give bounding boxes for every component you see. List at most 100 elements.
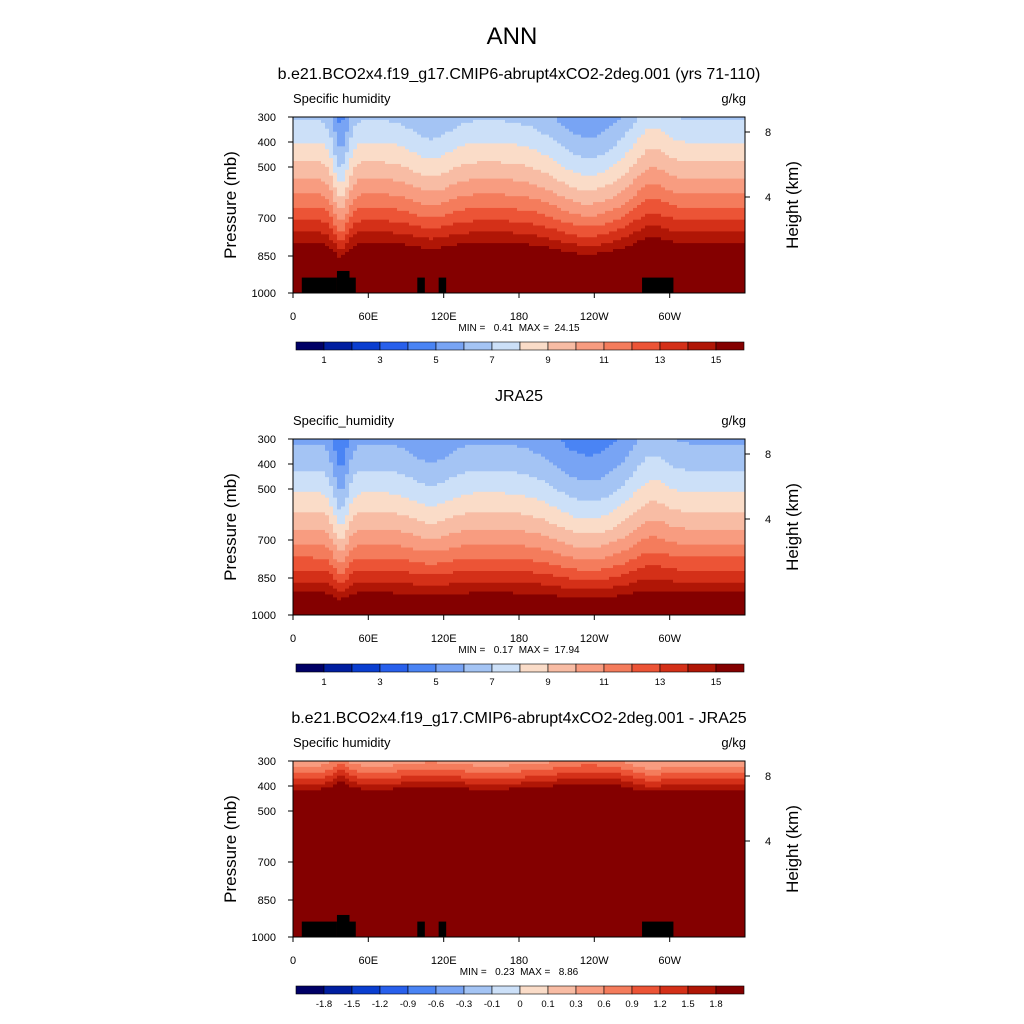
contour-cell [357, 772, 362, 780]
colorbar-swatch [631, 663, 661, 673]
contour-cell [425, 594, 430, 615]
contour-cell [565, 210, 570, 224]
contour-cell [473, 529, 478, 546]
contour-cell [573, 579, 578, 590]
contour-cell [677, 527, 682, 546]
contour-cell [357, 512, 362, 531]
contour-cell [429, 565, 434, 575]
contour-cell [561, 117, 566, 127]
contour-cell [673, 231, 678, 244]
contour-cell [725, 582, 730, 593]
contour-cell [733, 439, 738, 446]
contour-cell [741, 556, 745, 572]
contour-cell [453, 222, 458, 235]
contour-cell [441, 761, 446, 765]
contour-cell [557, 439, 562, 469]
contour-cell [605, 529, 610, 546]
contour-cell [353, 149, 358, 168]
contour-cell [405, 532, 410, 549]
contour-cell [625, 763, 630, 771]
contour-cell [445, 213, 450, 227]
contour-cell [321, 494, 326, 513]
contour-cell [729, 571, 734, 584]
contour-cell [709, 784, 714, 791]
contour-cell [461, 544, 466, 560]
contour-cell [377, 544, 382, 560]
colorbar-swatch [491, 663, 521, 673]
contour-cell [437, 439, 442, 461]
contour-cell [605, 761, 610, 768]
contour-cell [425, 117, 430, 139]
contour-cell [613, 553, 618, 566]
contour-cell [661, 772, 666, 780]
contour-cell [453, 594, 458, 615]
contour-cell [437, 538, 442, 552]
contour-cell [585, 518, 590, 534]
contour-cell [405, 594, 410, 615]
contour-cell [557, 761, 562, 768]
contour-cell [737, 571, 742, 584]
contour-cell [737, 491, 742, 513]
contour-cell [457, 474, 462, 499]
contour-cell [361, 766, 366, 774]
contour-cell [633, 512, 638, 531]
contour-cell [349, 216, 354, 230]
contour-cell [561, 166, 566, 183]
figure-title: ANN [487, 23, 538, 50]
contour-cell [533, 246, 538, 293]
contour-cell [733, 119, 738, 144]
contour-cell [589, 500, 594, 519]
contour-cell [713, 178, 718, 194]
colorbar-tick-label: 13 [655, 355, 666, 366]
contour-cell [409, 518, 414, 534]
contour-cell [629, 781, 634, 788]
contour-cell [665, 240, 670, 293]
contour-cell [501, 582, 506, 593]
contour-cell [509, 582, 514, 593]
x-tick-label: 180 [510, 633, 528, 645]
contour-cell [661, 202, 666, 218]
contour-cell [557, 240, 562, 250]
contour-cell [325, 594, 330, 615]
contour-cell [349, 237, 354, 250]
contour-cell [333, 234, 338, 244]
y-tick-label: 700 [258, 857, 276, 869]
colorbar-swatch [547, 341, 577, 351]
contour-cell [453, 547, 458, 560]
contour-cell [573, 497, 578, 519]
contour-cell [509, 117, 514, 124]
contour-cell [409, 763, 414, 771]
contour-cell [385, 571, 390, 584]
contour-cell [357, 163, 362, 180]
contour-cell [425, 237, 430, 250]
contour-cell [293, 529, 298, 546]
contour-cell [485, 761, 490, 768]
contour-cell [693, 790, 698, 937]
contour-cell [337, 781, 342, 937]
contour-cell [649, 535, 654, 554]
contour-cell [633, 582, 638, 593]
contour-cell [633, 231, 638, 244]
contour-cell [541, 225, 546, 238]
contour-cell [737, 761, 742, 768]
contour-cell [725, 161, 730, 180]
contour-cell [533, 594, 538, 615]
contour-cell [377, 761, 382, 768]
contour-cell [429, 228, 434, 241]
contour-cell [605, 234, 610, 244]
contour-cell [685, 231, 690, 244]
contour-cell [729, 766, 734, 774]
contour-cell [493, 778, 498, 786]
contour-cell [541, 202, 546, 215]
contour-cell [521, 763, 526, 771]
contour-cell [361, 512, 366, 531]
contour-cell [305, 219, 310, 232]
contour-cell [649, 775, 654, 783]
contour-cell [505, 761, 510, 768]
contour-cell [593, 763, 598, 774]
contour-cell [709, 439, 714, 446]
contour-cell [365, 512, 370, 531]
colorbar-swatch [463, 985, 493, 995]
contour-cell [681, 119, 686, 142]
contour-cell [325, 769, 330, 777]
